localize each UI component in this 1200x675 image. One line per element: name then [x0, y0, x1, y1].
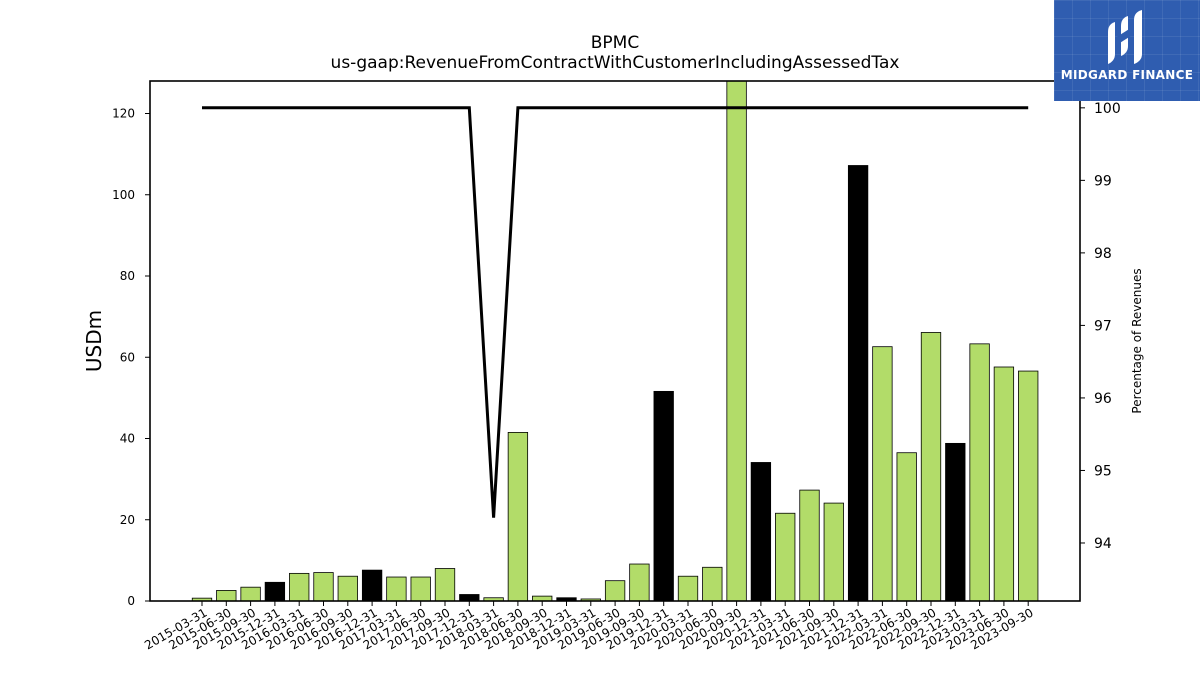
bar-2020-06-30: [702, 566, 723, 601]
left-tick-label-0: 0: [127, 594, 135, 608]
bar-2016-12-31: [361, 569, 383, 601]
bar-2018-09-30: [532, 595, 553, 601]
bar-2019-06-30: [604, 580, 626, 601]
left-tick-label-40: 40: [120, 432, 135, 446]
bar-2021-06-30: [799, 489, 820, 601]
bar-2022-09-30: [920, 332, 942, 601]
right-tick-label-99: 99: [1094, 173, 1112, 189]
left-tick-label-60: 60: [120, 350, 135, 364]
bars-layer: [191, 81, 1039, 601]
bar-2017-06-30: [410, 576, 431, 601]
bar-2021-03-31: [775, 512, 796, 601]
left-tick-label-120: 120: [112, 107, 135, 121]
right-tick-label-97: 97: [1094, 318, 1112, 334]
bar-2022-03-31: [872, 346, 893, 601]
bar-2022-06-30: [896, 452, 917, 601]
right-tick-label-96: 96: [1094, 391, 1112, 407]
bar-2023-06-30: [993, 366, 1015, 601]
right-tick-label-100: 100: [1094, 101, 1121, 117]
bar-2019-12-31: [653, 390, 674, 601]
bar-2019-03-31: [580, 598, 601, 601]
bar-2018-06-30: [507, 432, 529, 601]
right-tick-label-98: 98: [1094, 246, 1112, 262]
bar-2023-09-30: [1018, 370, 1039, 601]
bar-2016-09-30: [337, 575, 358, 601]
bar-2015-12-31: [264, 581, 286, 601]
bar-2015-09-30: [240, 586, 261, 601]
left-tick-label-80: 80: [120, 269, 135, 283]
percentage-line: [202, 106, 1029, 518]
midgard-finance-logo: MIDGARD FINANCE: [1054, 0, 1200, 101]
chart-title: BPMC: [591, 33, 639, 53]
right-tick-label-95: 95: [1094, 463, 1112, 479]
logo-text: MIDGARD FINANCE: [1060, 68, 1194, 82]
midgard-logo-mark-icon: [1108, 10, 1142, 64]
bar-2016-03-31: [289, 572, 310, 601]
x-axis-ticks: 2015-03-312015-06-302015-09-302015-12-31…: [142, 601, 1036, 652]
bar-2020-09-30: [726, 81, 747, 601]
bar-2018-12-31: [556, 597, 577, 601]
bar-2023-03-31: [969, 343, 990, 601]
left-axis-ticks: 0 20 40 60 80 100 120: [112, 107, 150, 608]
bar-2018-03-31: [483, 597, 504, 601]
right-axis-ticks: 94 95 96 97 98 99 100: [1080, 101, 1121, 552]
bar-2019-09-30: [629, 563, 650, 601]
bar-2020-03-31: [677, 575, 699, 601]
left-tick-label-100: 100: [112, 188, 135, 202]
left-tick-label-20: 20: [120, 513, 135, 527]
right-tick-label-94: 94: [1094, 536, 1112, 552]
bar-2022-12-31: [945, 442, 966, 601]
bar-2017-12-31: [459, 594, 480, 601]
bar-2020-12-31: [750, 462, 772, 601]
y2-axis-label: Percentage of Revenues: [1130, 268, 1144, 413]
bar-2016-06-30: [313, 572, 334, 601]
line-layer: [202, 106, 1029, 518]
chart-subtitle: us-gaap:RevenueFromContractWithCustomerI…: [331, 53, 900, 73]
bar-2021-12-31: [847, 165, 869, 601]
bar-2021-09-30: [823, 502, 844, 601]
bar-2017-09-30: [434, 568, 456, 601]
bar-2017-03-31: [386, 576, 407, 601]
bar-2015-03-31: [191, 597, 213, 601]
bar-2015-06-30: [216, 590, 237, 601]
y-axis-label: USDm: [82, 310, 106, 372]
